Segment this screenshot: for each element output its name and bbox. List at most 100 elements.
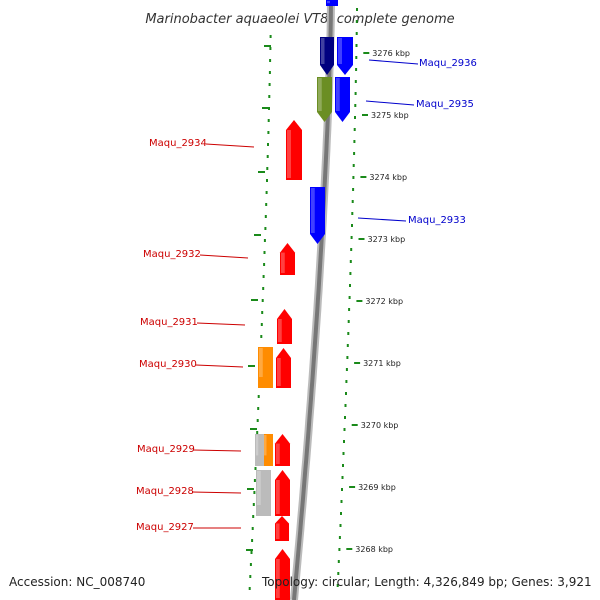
gene-navy-1 [320,37,334,75]
track-dot [257,407,260,410]
track-dot [352,176,355,179]
track-dot [355,56,358,59]
track-dot [345,380,348,383]
track-dot [341,476,344,479]
track-dot [268,71,271,74]
track-dot [263,263,266,266]
tick-mark [354,362,361,364]
track-dot [254,467,257,470]
tick-label: 3269 kbp [358,483,396,492]
track-dash [246,549,253,551]
track-dot [262,287,265,290]
map-title: Marinobacter aquaeolei VT8, complete gen… [145,12,454,27]
tick-label: 3268 kbp [355,545,393,554]
track-dot [352,164,355,167]
tick-label: 3274 kbp [369,173,407,182]
tick-label: 3271 kbp [363,359,401,368]
track-dot [340,512,342,515]
track-dot [249,575,252,578]
gene-label-maqu_2932[interactable]: Maqu_2932 [143,249,201,260]
track-dot [351,200,354,203]
tick-label: 3272 kbp [365,297,403,306]
gene-label-maqu_2936[interactable]: Maqu_2936 [419,58,477,69]
track-dot [269,35,272,38]
track-dot [268,83,271,86]
track-dot [351,212,354,215]
track-dot [344,404,347,407]
track-dot [260,335,263,338]
gene-label-maqu_2928[interactable]: Maqu_2928 [136,486,194,497]
track-dot [355,68,358,71]
gene-red-bottom-highlight [276,559,280,598]
track-dot [348,308,351,311]
gene-label-maqu_2931[interactable]: Maqu_2931 [140,317,198,328]
gene-red-2934-highlight [287,130,291,178]
track-dot [347,320,350,323]
track-dash [250,428,257,430]
gene-blue-2 [337,37,353,75]
gene-blue-1 [326,0,338,6]
track-dot [251,527,254,530]
track-dot [343,428,346,431]
track-dot [251,539,254,542]
gene-red-2930 [276,348,291,388]
gene-gray-2928 [256,470,271,516]
tick-mark [358,238,365,240]
label-leader-line [195,364,244,368]
track-dot [261,311,264,314]
gene-navy-1-highlight [321,38,325,64]
gene-red-2931 [277,309,292,344]
track-dot [349,272,352,275]
track-dot [354,80,357,83]
gene-red-2927 [275,516,289,541]
track-dot [346,356,349,359]
gene-red-2930-highlight [277,358,281,386]
track-dot [252,503,255,506]
track-dot [355,20,358,23]
track-dot [262,275,265,278]
track-dot [340,500,343,503]
track-dot [265,191,268,194]
gene-label-maqu_2935[interactable]: Maqu_2935 [416,99,474,110]
track-dot [257,395,260,398]
gene-label-maqu_2927[interactable]: Maqu_2927 [136,522,194,533]
gene-label-maqu_2933[interactable]: Maqu_2933 [408,215,466,226]
gene-red-2927-highlight [276,523,280,539]
tick-mark [362,114,368,116]
gene-label-maqu_2929[interactable]: Maqu_2929 [137,444,195,455]
track-dot [356,8,358,11]
track-dot [355,32,358,35]
gene-gray-2929 [255,434,264,466]
track-dot [344,416,346,419]
track-dot [349,284,351,287]
track-dot [342,464,344,467]
track-dash [264,45,271,47]
track-dot [261,299,264,302]
track-dot [269,47,272,50]
track-dot [266,179,268,182]
track-dot [267,119,270,122]
kbp-ticks: 3276 kbp 3275 kbp 3274 kbp 3273 kbp 3272 kbp… [346,49,410,554]
track-dot [264,215,267,218]
track-dot [350,248,353,251]
gene-gray-2928-highlight [257,471,261,505]
track-dot [267,131,270,134]
gene-olive-1-highlight [318,78,322,111]
track-dot [263,239,266,242]
gene-label-maqu_2934[interactable]: Maqu_2934 [149,138,207,149]
tick-mark [349,486,356,488]
tick-mark [363,52,370,54]
gene-red-2929 [275,434,290,466]
gene-orange-2929 [263,434,273,466]
gene-label-maqu_2930[interactable]: Maqu_2930 [139,359,197,370]
track-dot [338,548,341,551]
gene-red-2932-highlight [281,252,285,273]
track-dot [253,491,256,494]
label-leader-line [192,449,242,452]
track-dash [248,365,255,367]
gene-blue-2-highlight [338,38,342,64]
track-dot [265,203,268,206]
outer-dotted-track [336,8,358,587]
gene-gray-2929-highlight [256,435,259,456]
